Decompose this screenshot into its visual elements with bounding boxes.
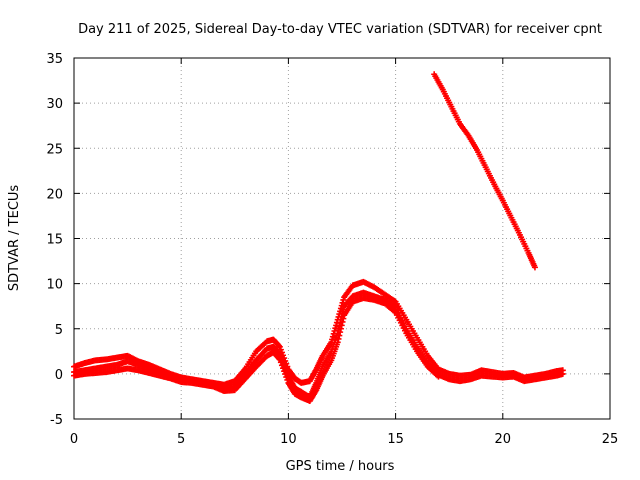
data-point	[340, 296, 347, 303]
data-point	[333, 322, 340, 329]
y-tick-label: 25	[46, 142, 63, 157]
x-axis-title: GPS time / hours	[286, 459, 395, 474]
data-point	[281, 368, 288, 375]
data-point	[277, 359, 284, 366]
y-tick-label: 30	[46, 97, 63, 112]
x-tick-label: 0	[70, 432, 78, 447]
x-tick-label: 5	[177, 432, 185, 447]
data-point	[338, 322, 345, 329]
data-point	[276, 356, 283, 363]
y-tick-label: -5	[50, 413, 63, 428]
data-point	[336, 332, 343, 339]
data-point	[332, 325, 339, 332]
data-point	[329, 333, 336, 340]
data-point	[435, 373, 442, 380]
y-axis-title: SDTVAR / TECUs	[7, 185, 22, 292]
data-point	[334, 339, 341, 346]
y-tick-label: 5	[55, 323, 63, 338]
chart-title: Day 211 of 2025, Sidereal Day-to-day VTE…	[78, 22, 602, 37]
data-point	[337, 325, 344, 332]
data-point	[276, 342, 283, 349]
data-point	[283, 374, 290, 381]
data-point	[282, 371, 289, 378]
series-track-d	[431, 71, 538, 271]
y-tick-label: 10	[46, 278, 63, 293]
axes: 0 5 10 15 20 25 -5 0 5 10 15 20 25 30 35	[46, 52, 618, 447]
y-tick-label: 20	[46, 187, 63, 202]
data-point	[337, 329, 344, 336]
x-tick-label: 20	[495, 432, 512, 447]
data-point	[531, 264, 538, 271]
data-point	[340, 315, 347, 322]
plot-frame	[73, 57, 611, 420]
data-points	[71, 71, 566, 404]
data-point	[276, 343, 283, 350]
data-point	[284, 376, 291, 383]
data-point	[339, 318, 346, 325]
data-point	[280, 365, 287, 372]
data-point	[331, 328, 338, 335]
x-tick-label: 10	[280, 432, 297, 447]
x-tick-label: 15	[387, 432, 404, 447]
data-point	[335, 335, 342, 342]
data-point	[276, 355, 283, 362]
y-tick-label: 35	[46, 52, 63, 67]
data-point	[278, 362, 285, 369]
data-point	[559, 370, 566, 377]
y-tick-label: 15	[46, 233, 63, 248]
y-tick-label: 0	[55, 368, 63, 383]
series-track-c	[71, 295, 442, 404]
x-tick-label: 25	[602, 432, 619, 447]
